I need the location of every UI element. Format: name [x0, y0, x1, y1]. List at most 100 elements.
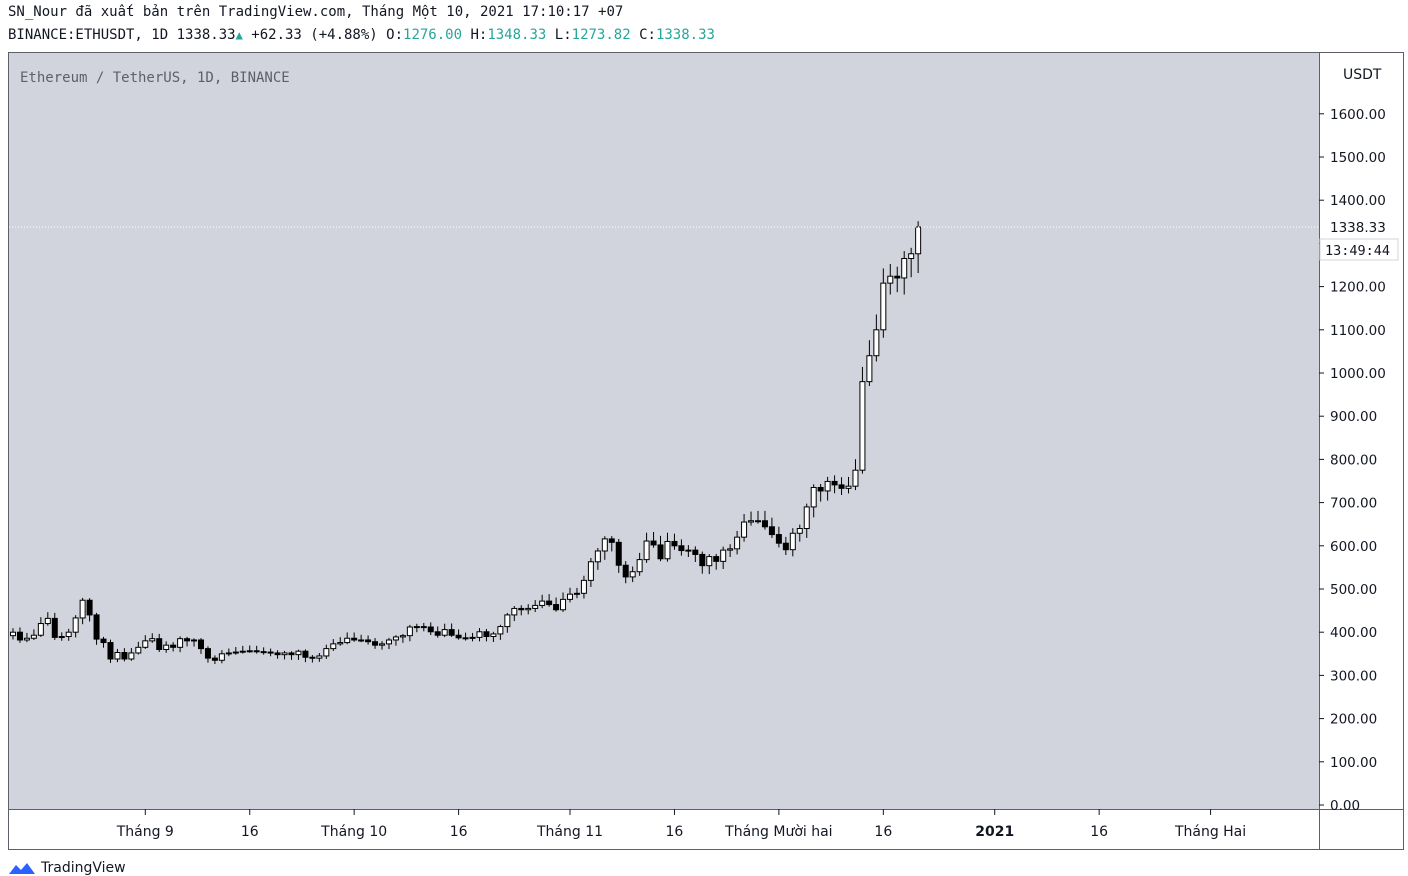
- candle-body: [37, 623, 44, 636]
- candle-body: [128, 652, 135, 660]
- chart-frame[interactable]: 0.00 100.00 200.00 300.00 400.00 500.00 600.00…: [8, 52, 1404, 850]
- candle-body: [775, 534, 782, 544]
- candle-body: [831, 480, 838, 486]
- time-tick-label: 16: [241, 824, 259, 840]
- candle: [462, 632, 469, 641]
- candle: [107, 639, 114, 663]
- candle: [601, 536, 608, 560]
- candle-body: [372, 641, 379, 646]
- candle-body: [23, 637, 30, 641]
- candle-body: [86, 599, 93, 616]
- symbol-label[interactable]: BINANCE:ETHUSDT,: [8, 27, 143, 43]
- time-tick-label: Tháng Hai: [1174, 824, 1246, 840]
- candle-body: [225, 652, 232, 655]
- candle: [504, 612, 511, 633]
- candle-body: [650, 540, 657, 546]
- candle: [511, 605, 518, 622]
- time-tick-label: 2021: [975, 824, 1014, 840]
- candle-body: [365, 639, 372, 643]
- candle: [490, 631, 497, 643]
- candle-body: [643, 540, 650, 561]
- price-change: +62.33 (+4.88%): [251, 27, 378, 43]
- time-axis[interactable]: Tháng 9 16 Tháng 10 16 Tháng 11 16 Tháng Mười …: [116, 809, 1246, 840]
- candle-body: [434, 631, 441, 636]
- candle: [880, 268, 887, 338]
- candle-body: [462, 637, 469, 640]
- candle-body: [170, 644, 177, 648]
- time-tick-label: Tháng 9: [116, 824, 174, 840]
- candle-body: [894, 275, 901, 279]
- candle-body: [455, 634, 462, 639]
- candle: [608, 536, 615, 552]
- candle: [748, 511, 755, 526]
- candle-body: [476, 631, 483, 638]
- candle: [734, 530, 741, 555]
- candle-body: [72, 617, 79, 633]
- price-tick-label: 800.00: [1330, 452, 1377, 468]
- candle: [288, 651, 295, 660]
- candle: [866, 340, 873, 387]
- candle-body: [866, 355, 873, 383]
- candle: [838, 477, 845, 495]
- candle: [859, 366, 866, 474]
- candle: [302, 649, 309, 663]
- candle: [239, 645, 246, 654]
- candle: [594, 547, 601, 570]
- candle: [741, 514, 748, 542]
- candle-body: [824, 480, 831, 492]
- candle: [44, 612, 51, 626]
- plot-area[interactable]: [9, 53, 1319, 809]
- candle: [622, 561, 629, 584]
- candle: [706, 554, 713, 575]
- candle-body: [330, 643, 337, 650]
- candle: [351, 632, 358, 642]
- close-label: C:: [639, 27, 656, 43]
- price-tick-label: 1400.00: [1330, 193, 1386, 209]
- candle-body: [810, 486, 817, 508]
- candle-body: [100, 638, 107, 644]
- low-label: L:: [554, 27, 572, 43]
- candle-body: [246, 650, 253, 653]
- candle-body: [448, 629, 455, 636]
- time-tick-label: 16: [450, 824, 468, 840]
- candle-body: [657, 544, 664, 560]
- candle-body: [337, 642, 344, 645]
- candle: [93, 612, 100, 645]
- candle: [65, 628, 72, 641]
- price-axis[interactable]: 0.00 100.00 200.00 300.00 400.00 500.00 600.00…: [1319, 107, 1399, 814]
- open-label: O:: [386, 27, 404, 43]
- candle: [358, 634, 365, 643]
- candle: [260, 647, 267, 655]
- candle-body: [358, 639, 365, 642]
- candle-body: [260, 651, 267, 654]
- candle-body: [93, 614, 100, 640]
- candle-body: [845, 485, 852, 489]
- time-tick-label: 16: [1090, 824, 1108, 840]
- candle-body: [664, 540, 671, 560]
- candle: [852, 459, 859, 491]
- candle-body: [504, 614, 511, 628]
- candle-body: [706, 556, 713, 567]
- candle-body: [852, 469, 859, 487]
- candle: [643, 532, 650, 563]
- candle: [72, 615, 79, 638]
- chart-canvas[interactable]: 0.00 100.00 200.00 300.00 400.00 500.00 600.00…: [9, 53, 1403, 849]
- candle: [803, 503, 810, 538]
- candle-body: [156, 638, 163, 650]
- candle-body: [720, 549, 727, 562]
- candle-body: [232, 651, 239, 654]
- candle: [768, 517, 775, 538]
- candle: [337, 637, 344, 646]
- candle-body: [10, 631, 16, 637]
- candle-body: [546, 600, 553, 606]
- candle-body: [887, 275, 894, 284]
- tradingview-brand[interactable]: TradingView: [8, 860, 126, 876]
- candle-body: [44, 617, 51, 625]
- candle-body: [211, 657, 218, 661]
- candle-body: [692, 549, 699, 555]
- tradingview-logo-icon: [9, 863, 35, 874]
- interval-label[interactable]: 1D: [151, 27, 169, 43]
- candle: [685, 545, 692, 558]
- candle: [246, 645, 253, 653]
- candle: [796, 524, 803, 542]
